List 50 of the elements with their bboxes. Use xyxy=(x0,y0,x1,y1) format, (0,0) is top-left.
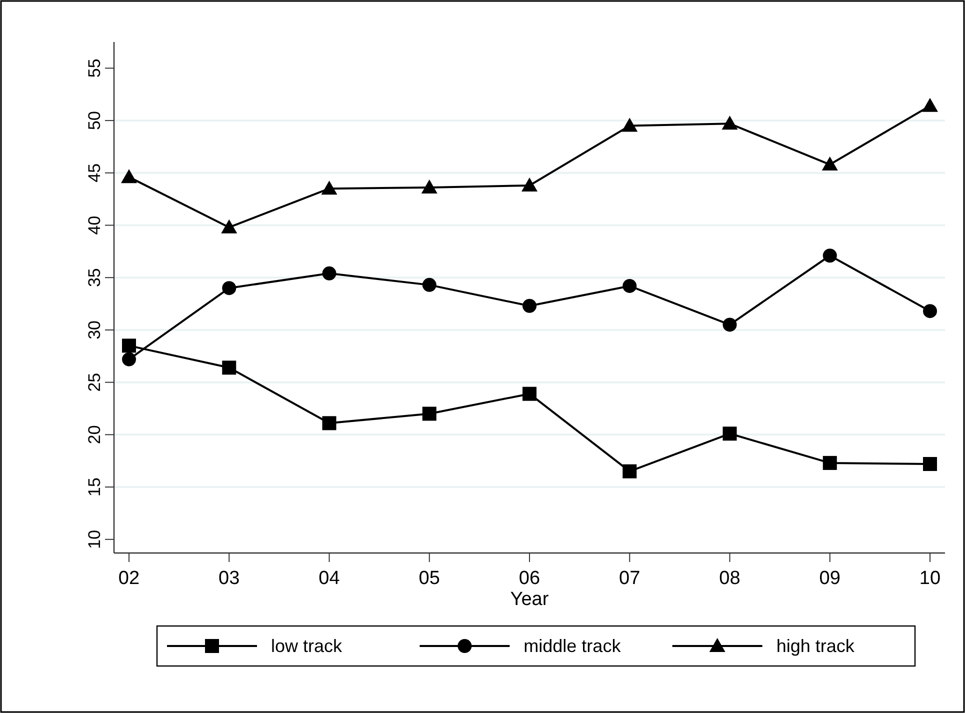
x-tick-label: 07 xyxy=(619,568,640,589)
point xyxy=(722,116,738,130)
point xyxy=(322,416,336,430)
point xyxy=(522,177,538,192)
y-tick-label: 35 xyxy=(85,268,104,288)
x-tick-label: 02 xyxy=(118,568,140,589)
point xyxy=(822,156,838,171)
x-tick-label: 03 xyxy=(218,568,240,589)
y-tick-label: 20 xyxy=(85,425,104,444)
x-tick-label: 04 xyxy=(318,568,340,589)
point xyxy=(122,352,136,366)
x-tick-label: 09 xyxy=(819,568,840,589)
point xyxy=(421,180,438,194)
point xyxy=(222,281,236,296)
legend-label: high track xyxy=(776,636,856,656)
point xyxy=(122,338,136,353)
y-tick-label: 40 xyxy=(85,216,104,235)
point xyxy=(923,456,937,471)
legend-label: middle track xyxy=(524,636,622,656)
point xyxy=(522,386,536,401)
y-tick-label: 15 xyxy=(85,478,104,496)
y-tick-label: 30 xyxy=(85,320,104,340)
point xyxy=(722,426,737,441)
y-tick-label: 55 xyxy=(85,58,104,78)
point xyxy=(923,304,937,318)
x-tick-label: 08 xyxy=(719,568,740,589)
x-tick-label: 10 xyxy=(919,568,941,589)
point xyxy=(922,98,938,112)
point xyxy=(822,248,837,263)
y-tick-label: 45 xyxy=(85,163,104,182)
y-tick-label: 10 xyxy=(85,530,104,549)
point xyxy=(322,266,336,280)
point xyxy=(321,180,338,195)
point xyxy=(722,318,737,332)
point xyxy=(622,464,637,478)
legend-label: low track xyxy=(271,636,344,656)
point xyxy=(121,169,137,184)
y-tick-label: 50 xyxy=(85,111,104,130)
point xyxy=(622,118,638,132)
point xyxy=(222,360,236,375)
point xyxy=(422,278,436,292)
x-tick-label: 05 xyxy=(418,568,440,589)
y-tick-label: 25 xyxy=(85,372,104,392)
point xyxy=(622,278,637,293)
point xyxy=(422,406,436,421)
x-tick-label: 06 xyxy=(518,568,540,589)
x-axis-title: Year xyxy=(510,589,550,610)
point xyxy=(522,298,536,313)
point xyxy=(822,456,837,470)
point xyxy=(221,219,238,234)
